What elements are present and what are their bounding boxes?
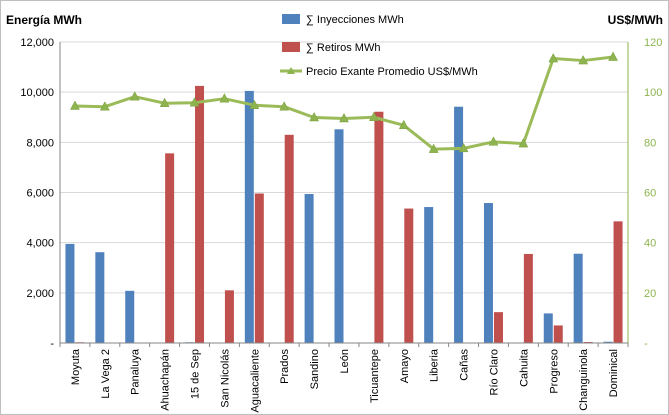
right-tick-label: 100 <box>644 87 662 99</box>
right-axis-title: US$/MWh <box>608 13 663 27</box>
category-label: Liberia <box>429 348 441 382</box>
price-point <box>129 91 140 101</box>
bar-withdrawals <box>374 111 384 344</box>
category-label: Amayo <box>399 349 411 383</box>
category-label: Changuinola <box>578 348 590 411</box>
price-point <box>608 51 618 61</box>
legend-label-injections: ∑ Inyecciones MWh <box>306 14 404 26</box>
price-point <box>70 100 80 110</box>
category-label: Aguacaliente <box>249 349 261 413</box>
bar-withdrawals <box>493 312 503 343</box>
right-tick-label: 60 <box>644 188 656 200</box>
bar-injections <box>603 341 613 343</box>
price-point <box>309 111 320 122</box>
bar-injections <box>304 194 314 343</box>
category-label: 15 de Sep <box>190 349 202 399</box>
left-axis-title: Energía MWh <box>6 13 82 27</box>
right-tick-label: 20 <box>644 288 656 300</box>
right-tick-label: 40 <box>644 238 656 250</box>
price-point <box>249 99 260 109</box>
price-line-series <box>70 51 618 153</box>
category-label: Panaluya <box>130 348 142 395</box>
axes <box>59 42 629 347</box>
price-point <box>488 136 499 146</box>
bar-injections <box>334 129 344 343</box>
category-label: Progreso <box>548 349 560 394</box>
left-tick-label: 6,000 <box>26 188 54 200</box>
price-point <box>159 97 170 107</box>
bar-injections <box>125 290 135 343</box>
right-axis-ticks: - 20 40 60 80 100 120 <box>644 37 662 350</box>
bar-withdrawals <box>254 193 264 343</box>
price-point <box>99 101 110 111</box>
price-point <box>339 112 349 123</box>
left-axis-ticks: - 2,000 4,000 6,000 8,000 10,000 12,000 <box>20 37 54 350</box>
bar-withdrawals <box>224 290 234 343</box>
category-labels: Moyuta La Vega 2 Panaluya Ahuachapán 15 de S… <box>70 348 620 412</box>
bar-injections <box>543 313 553 343</box>
category-label: Sandino <box>309 349 321 389</box>
bar-withdrawals <box>195 85 205 343</box>
left-tick-label: 4,000 <box>26 238 54 250</box>
category-label: La Vega 2 <box>100 349 112 399</box>
bar-withdrawals <box>553 325 563 343</box>
category-label: Prados <box>279 349 291 384</box>
bar-injections <box>573 253 583 343</box>
left-tick-label: - <box>50 338 54 350</box>
bar-injections <box>483 203 493 343</box>
left-tick-label: 10,000 <box>20 87 54 99</box>
right-tick-label: - <box>644 338 648 350</box>
price-point <box>458 142 469 153</box>
price-point <box>219 93 230 103</box>
bar-withdrawals <box>165 153 175 343</box>
category-label: Moyuta <box>70 348 82 385</box>
price-point <box>428 143 439 153</box>
price-point <box>518 138 529 148</box>
left-tick-label: 12,000 <box>20 37 54 49</box>
category-label: Cahuita <box>518 348 530 387</box>
bar-injections <box>65 243 75 343</box>
legend-marker-price <box>287 67 295 74</box>
bar-withdrawals <box>523 253 533 343</box>
category-label: Río Claro <box>488 349 500 395</box>
left-tick-label: 2,000 <box>26 288 54 300</box>
right-tick-label: 80 <box>644 137 656 149</box>
right-tick-label: 120 <box>644 37 662 49</box>
withdrawals-bars <box>75 85 623 344</box>
bar-injections <box>244 90 254 343</box>
left-tick-label: 8,000 <box>26 137 54 149</box>
legend-label-withdrawals: ∑ Retiros MWh <box>306 42 380 54</box>
bar-withdrawals <box>583 341 593 343</box>
category-label: Dominical <box>608 349 620 397</box>
price-point <box>578 55 589 65</box>
bar-withdrawals <box>613 221 623 343</box>
bar-withdrawals <box>284 134 294 343</box>
bar-withdrawals <box>404 208 414 343</box>
bar-injections <box>95 252 105 343</box>
legend-swatch-injections <box>282 14 300 24</box>
legend-label-price: Precio Exante Promedio US$/MWh <box>306 66 478 78</box>
legend: ∑ Inyecciones MWh ∑ Retiros MWh Precio E… <box>280 14 478 78</box>
category-label: Ticuantepe <box>369 349 381 403</box>
price-point <box>548 53 559 63</box>
category-label: San Nicolás <box>219 349 231 408</box>
price-point <box>368 111 379 121</box>
category-label: León <box>339 349 351 373</box>
price-point <box>398 119 409 130</box>
category-label: Ahuachapán <box>160 349 172 411</box>
legend-swatch-withdrawals <box>282 42 300 52</box>
category-label: Cañas <box>459 349 471 381</box>
bar-injections <box>454 106 464 343</box>
bar-injections <box>424 207 434 343</box>
price-point <box>279 101 290 111</box>
price-point <box>189 97 200 107</box>
